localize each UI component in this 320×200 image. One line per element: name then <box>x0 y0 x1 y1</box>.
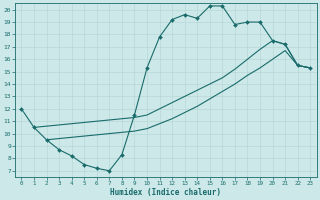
X-axis label: Humidex (Indice chaleur): Humidex (Indice chaleur) <box>110 188 221 197</box>
